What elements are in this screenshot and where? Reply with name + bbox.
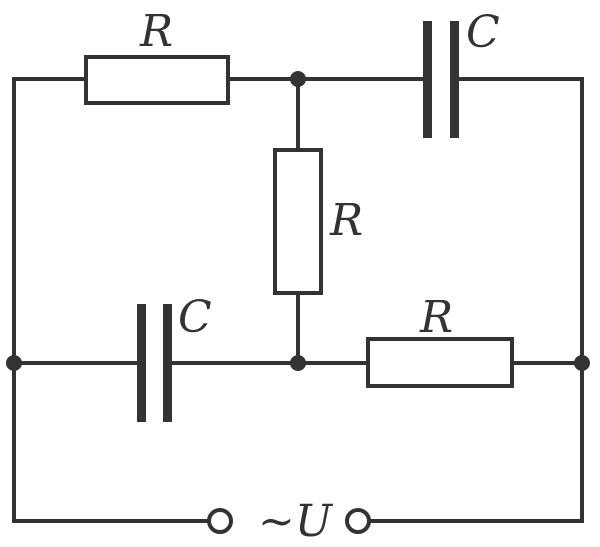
top-capacitor-plate-left bbox=[423, 21, 432, 138]
junction-node-middle bbox=[290, 355, 306, 371]
bottom-capacitor-plate-left bbox=[137, 304, 146, 422]
bottom-resistor bbox=[366, 337, 514, 388]
top-resistor-label: R bbox=[139, 6, 173, 57]
top-resistor bbox=[84, 55, 230, 105]
source-voltage-label: ~U bbox=[258, 496, 334, 547]
source-terminal-right bbox=[345, 508, 371, 534]
middle-resistor-label: R bbox=[329, 195, 363, 246]
source-terminal-left bbox=[207, 508, 233, 534]
junction-node-top bbox=[290, 71, 306, 87]
bottom-capacitor-plate-right bbox=[163, 304, 172, 422]
top-capacitor-label: C bbox=[466, 7, 500, 58]
top-capacitor-plate-right bbox=[450, 21, 459, 138]
middle-resistor bbox=[273, 148, 323, 295]
bottom-capacitor-label: C bbox=[178, 292, 212, 343]
junction-node-left bbox=[6, 355, 22, 371]
junction-node-right bbox=[574, 355, 590, 371]
bottom-resistor-label: R bbox=[419, 292, 453, 343]
